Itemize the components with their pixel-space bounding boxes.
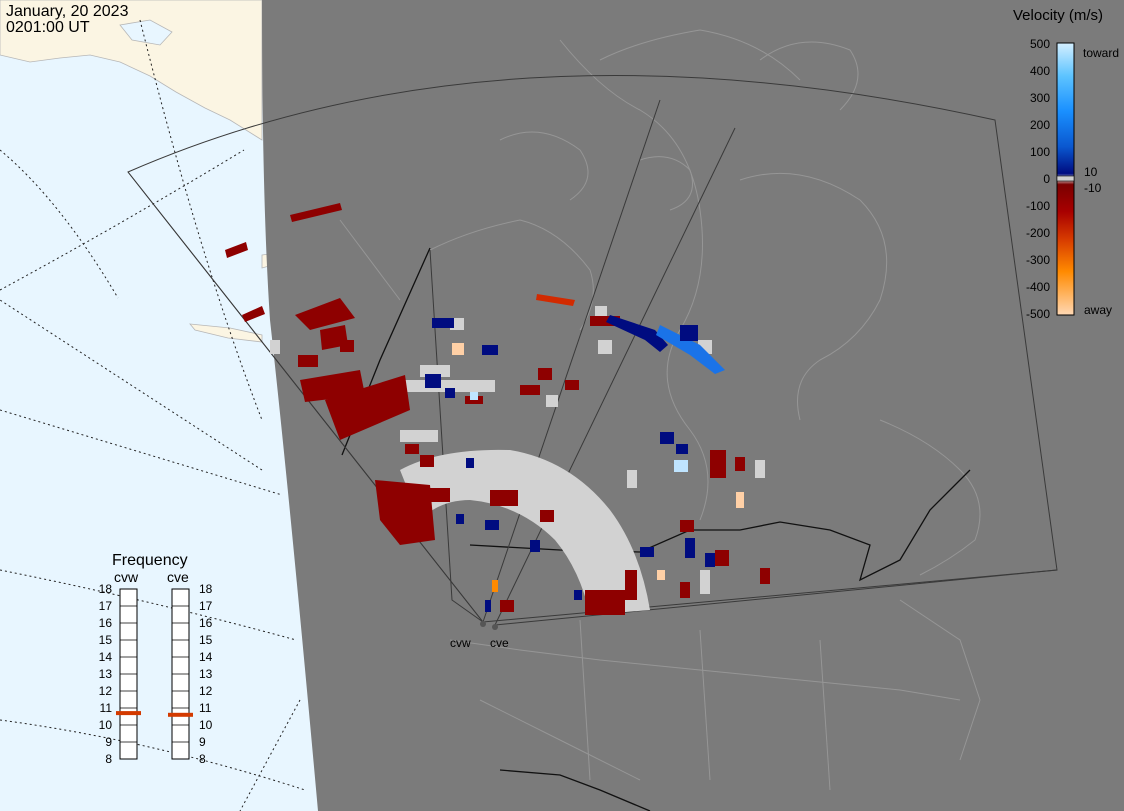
- velocity-scatter-away: [225, 203, 770, 615]
- legend-tick-label: -500: [1026, 307, 1050, 321]
- lat-lon-grid: [0, 19, 306, 811]
- frequency-label-left: 12: [99, 684, 113, 698]
- frequency-label-left: 8: [105, 752, 112, 766]
- frequency-label-right: 11: [199, 701, 212, 715]
- frequency-label-left: 15: [99, 633, 113, 647]
- legend-away-label: away: [1084, 303, 1112, 317]
- nightside-region: [262, 0, 1124, 811]
- velocity-legend: Velocity (m/s) 500 400 300 200 100 0 -100 -200 -…: [1013, 7, 1119, 321]
- frequency-label-left: 9: [105, 735, 112, 749]
- coastlines: [339, 29, 981, 791]
- radar-label-cvw: cvw: [450, 636, 471, 650]
- frequency-label-right: 8: [199, 752, 206, 766]
- legend-title: Velocity (m/s): [1013, 7, 1103, 24]
- legend-tick-label: -300: [1026, 253, 1050, 267]
- legend-tick-label: -200: [1026, 226, 1050, 240]
- radar-label-cve: cve: [490, 636, 509, 650]
- frequency-panel: Frequency cvw cve 18 18 17 17 16 16 15 15 14 14 13…: [99, 552, 213, 766]
- frequency-label-right: 15: [199, 633, 213, 647]
- legend-tick-label: 300: [1030, 91, 1050, 105]
- velocity-scatter-away-strong: [452, 294, 744, 592]
- frequency-marker-cve: [168, 712, 193, 717]
- legend-zero-upper: 10: [1084, 165, 1098, 179]
- legend-tick-label: 400: [1030, 64, 1050, 78]
- frequency-label-left: 11: [100, 701, 113, 715]
- frequency-label-left: 18: [99, 582, 113, 596]
- frequency-label-right: 10: [199, 718, 213, 732]
- legend-tick-label: 200: [1030, 118, 1050, 132]
- legend-tick-label: 0: [1043, 172, 1050, 186]
- radar-site-marker: [492, 624, 498, 630]
- legend-zero-lower: -10: [1084, 181, 1102, 195]
- time-label: 0201:00 UT: [6, 19, 90, 36]
- frequency-label-right: 14: [199, 650, 213, 664]
- frequency-col-cve: cve: [167, 569, 189, 585]
- frequency-label-left: 13: [99, 667, 113, 681]
- frequency-label-right: 12: [199, 684, 213, 698]
- frequency-label-right: 13: [199, 667, 213, 681]
- legend-tick-label: -400: [1026, 280, 1050, 294]
- frequency-col-cvw: cvw: [114, 569, 139, 585]
- legend-tick-labels: 500 400 300 200 100 0 -100 -200 -300 -400 -500: [1026, 37, 1050, 321]
- legend-tick-label: 100: [1030, 145, 1050, 159]
- timestamp: January, 20 2023 0201:00 UT: [6, 3, 129, 36]
- frequency-label-left: 14: [99, 650, 113, 664]
- frequency-label-left: 16: [99, 616, 113, 630]
- frequency-label-left: 10: [99, 718, 113, 732]
- frequency-title: Frequency: [112, 552, 188, 569]
- frequency-label-right: 18: [199, 582, 213, 596]
- date-label: January, 20 2023: [6, 3, 129, 20]
- legend-toward-label: toward: [1083, 46, 1119, 60]
- frequency-label-right: 17: [199, 599, 213, 613]
- legend-tick-label: 500: [1030, 37, 1050, 51]
- radar-site-marker: [480, 621, 486, 627]
- frequency-label-right: 16: [199, 616, 213, 630]
- frequency-label-right: 9: [199, 735, 206, 749]
- legend-zero-band: [1056, 175, 1075, 182]
- velocity-scatter-toward: [425, 315, 725, 612]
- frequency-grid: 18 18 17 17 16 16 15 15 14 14 13 13 12 12 11 11 10 10 9 9 8 8: [99, 582, 213, 766]
- frequency-label-left: 17: [99, 599, 113, 613]
- frequency-marker-cvw: [116, 711, 141, 716]
- radar-sites: cvw cve: [450, 621, 509, 650]
- legend-tick-label: -100: [1026, 199, 1050, 213]
